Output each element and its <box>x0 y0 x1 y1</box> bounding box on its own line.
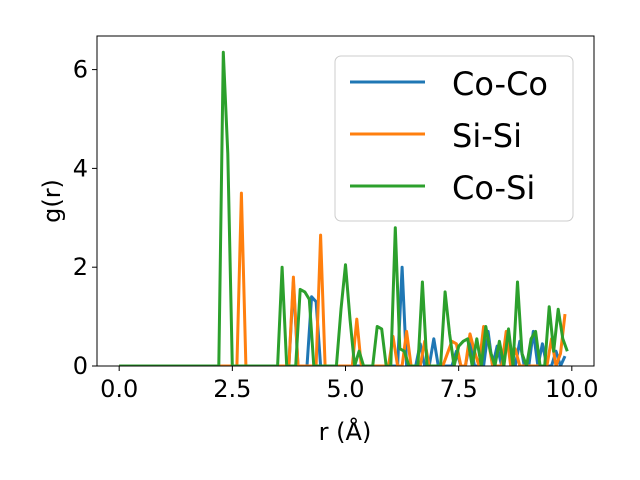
y-tick-label: 4 <box>73 154 88 182</box>
series-line-co-si <box>119 50 569 366</box>
y-tick-label: 0 <box>73 352 88 380</box>
x-axis-ticks: 0.0 2.5 5.0 7.5 10.0 <box>100 366 599 403</box>
y-axis-ticks: 0 2 4 6 <box>73 56 97 380</box>
x-tick-label: 10.0 <box>545 375 598 403</box>
x-tick-label: 0.0 <box>100 375 138 403</box>
series-layer <box>119 50 569 366</box>
legend-label-co-si: Co-Si <box>452 169 535 207</box>
y-tick-label: 6 <box>73 56 88 84</box>
y-axis-label: g(r) <box>38 179 66 223</box>
y-tick-label: 2 <box>73 253 88 281</box>
legend-box <box>334 55 574 222</box>
legend-label-si-si: Si-Si <box>452 117 522 155</box>
legend: Co-Co Si-Si Co-Si <box>334 55 574 222</box>
x-axis-label: r (Å) <box>319 417 372 446</box>
legend-label-co-co: Co-Co <box>452 65 548 103</box>
x-tick-label: 2.5 <box>213 375 251 403</box>
x-tick-label: 7.5 <box>440 375 478 403</box>
x-tick-label: 5.0 <box>326 375 364 403</box>
